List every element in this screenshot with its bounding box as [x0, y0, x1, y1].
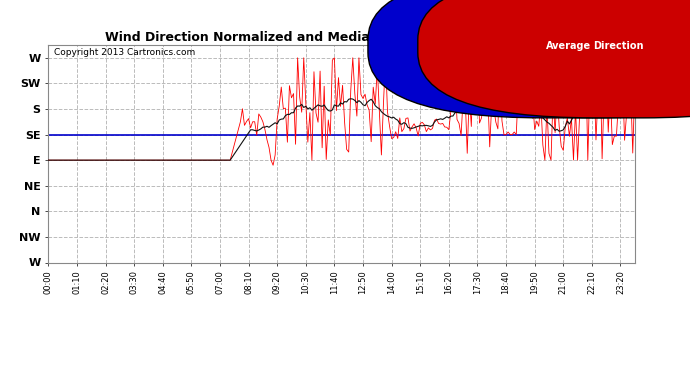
Text: Direction: Direction	[593, 41, 644, 51]
Title: Wind Direction Normalized and Median (24 Hours) (New) 20130308: Wind Direction Normalized and Median (24…	[105, 31, 578, 44]
FancyBboxPatch shape	[418, 0, 690, 118]
FancyBboxPatch shape	[368, 0, 690, 118]
Text: Average: Average	[546, 41, 591, 51]
Text: Copyright 2013 Cartronics.com: Copyright 2013 Cartronics.com	[55, 48, 195, 57]
